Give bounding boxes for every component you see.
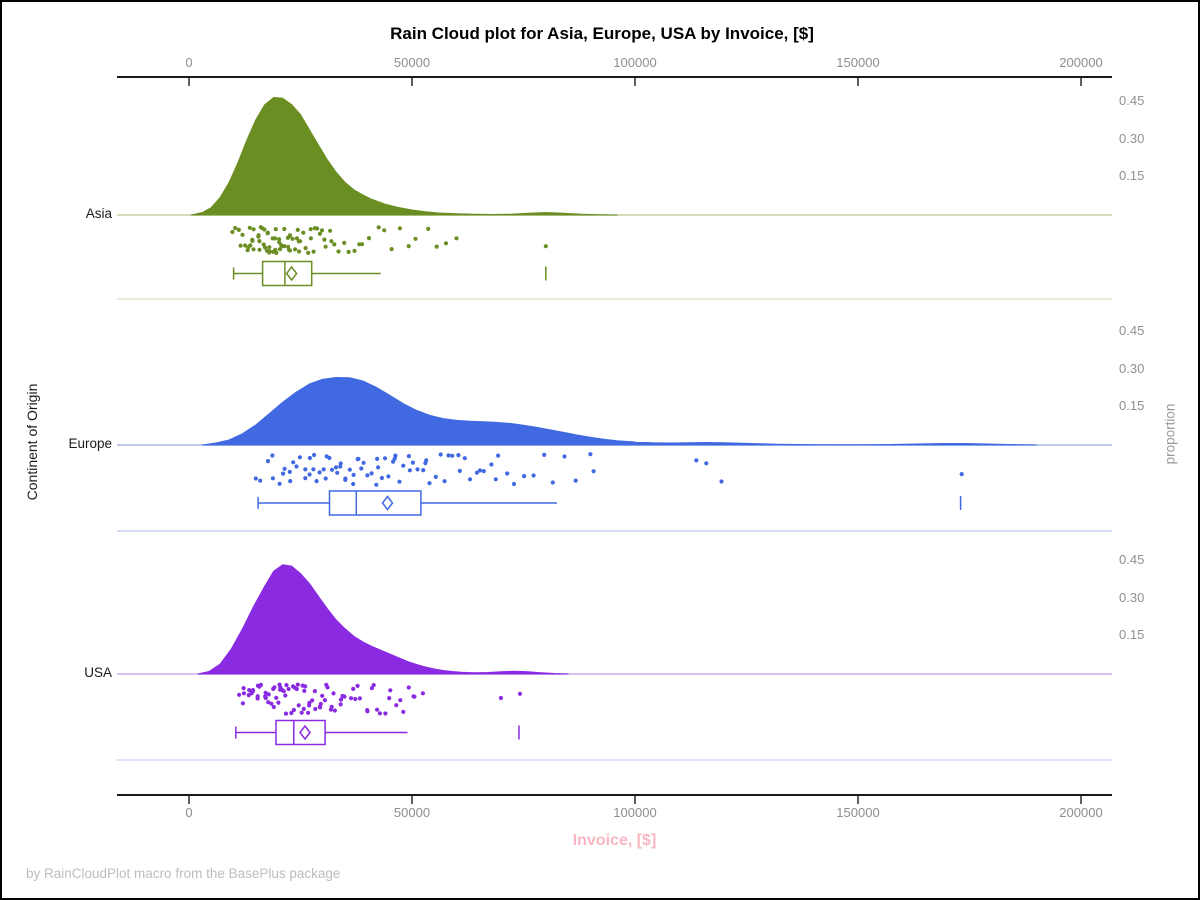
proportion-tick-europe-045: 0.45 <box>1119 323 1145 338</box>
proportion-tick-usa-045: 0.45 <box>1119 552 1145 567</box>
strip-points-Europe <box>253 452 964 487</box>
density-cloud-Europe <box>201 377 1037 446</box>
density-cloud-USA <box>197 564 569 675</box>
mean-diamond-Europe <box>381 495 394 511</box>
category-label-asia: Asia <box>85 206 112 221</box>
x-tick-label-top-0: 0 <box>185 55 193 70</box>
x-tick-label-bottom-150000: 150000 <box>836 805 880 820</box>
proportion-tick-asia-030: 0.30 <box>1119 131 1145 146</box>
proportion-tick-asia-045: 0.45 <box>1119 93 1145 108</box>
proportion-tick-europe-015: 0.15 <box>1119 398 1145 413</box>
strip-points-USA <box>237 682 523 716</box>
x-tick-label-top-50000: 50000 <box>393 55 431 70</box>
x-tick-label-bottom-100000: 100000 <box>613 805 657 820</box>
x-tick-label-top-150000: 150000 <box>836 55 880 70</box>
proportion-tick-europe-030: 0.30 <box>1119 361 1145 376</box>
proportion-tick-usa-015: 0.15 <box>1119 627 1145 642</box>
x-tick-label-bottom-0: 0 <box>185 805 193 820</box>
x-tick-label-bottom-200000: 200000 <box>1059 805 1103 820</box>
box-plot-Asia <box>232 260 547 287</box>
box-plot-Europe <box>257 490 962 516</box>
x-tick-label-top-100000: 100000 <box>613 55 657 70</box>
attribution-note: by RainCloudPlot macro from the BasePlus… <box>26 866 341 881</box>
strip-points-Asia <box>230 225 548 255</box>
mean-diamond-Asia <box>285 265 298 282</box>
proportion-axis-title: proportion <box>1162 403 1178 465</box>
density-cloud-Asia <box>190 97 618 216</box>
chart-title: Rain Cloud plot for Asia, Europe, USA by… <box>390 24 814 43</box>
x-tick-label-bottom-50000: 50000 <box>393 805 431 820</box>
x-axis-title: Invoice, [$] <box>572 832 657 849</box>
x-axes <box>117 76 1112 804</box>
proportion-tick-usa-030: 0.30 <box>1119 590 1145 605</box>
x-tick-label-top-200000: 200000 <box>1059 55 1103 70</box>
category-label-europe: Europe <box>68 436 112 451</box>
proportion-tick-asia-015: 0.15 <box>1119 168 1145 183</box>
category-label-usa: USA <box>84 665 112 680</box>
box-plot-USA <box>235 719 520 746</box>
y-axis-title: Continent of Origin <box>24 383 40 501</box>
mean-diamond-USA <box>299 724 311 741</box>
